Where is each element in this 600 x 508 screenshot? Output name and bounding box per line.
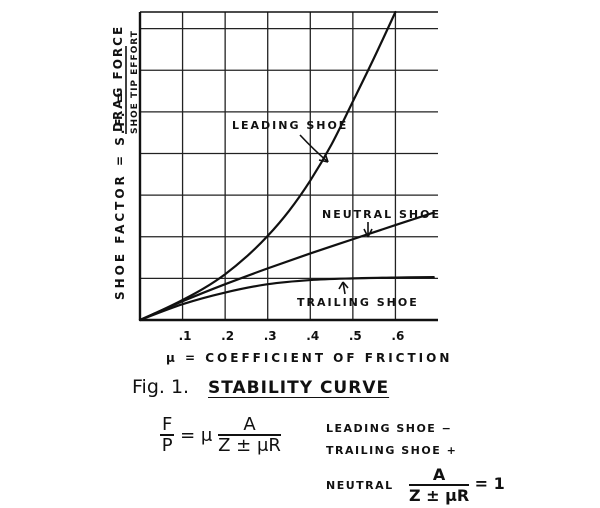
figure-title: STABILITY CURVE [208,378,390,398]
formula-rhs: A Z ± μR [218,416,281,456]
x-tick-label-3: .3 [264,329,277,343]
trailing-shoe-label: TRAILING SHOE [297,296,419,309]
x-tick-label-4: .4 [306,329,319,343]
y-axis-label-symbol: S.F. = [113,89,127,145]
neutral-numerator: A [409,466,470,486]
chart-grid [140,12,438,320]
stability-chart: .1 .2 .3 .4 .5 .6 LEADING SHOE NEUTRAL SHOE T… [111,10,452,365]
y-axis-label: SHOE FACTOR = S.F. = [113,89,127,300]
x-tick-label-5: .5 [349,329,362,343]
trailing-note: TRAILING SHOE + [326,444,458,457]
formula-rhs-numerator: A [218,416,281,436]
y-axis-fraction-bottom: SHOE TIP EFFORT [130,30,140,134]
figure-number: Fig. 1. [132,376,190,398]
formula-rhs-denominator: Z ± μR [218,435,281,456]
neutral-denominator: Z ± μR [409,486,470,505]
leading-shoe-label: LEADING SHOE [232,119,348,132]
leading-shoe-curve [138,10,397,322]
neutral-note-label: NEUTRAL [326,479,394,492]
stability-formula: F P = μ A Z ± μR [160,416,281,456]
shoe-notes: LEADING SHOE − TRAILING SHOE + NEUTRAL A… [326,418,505,506]
leading-shoe-arrow [299,134,329,163]
neutral-shoe-arrow [363,222,373,238]
neutral-equals: = 1 [474,474,505,493]
neutral-fraction: A Z ± μR [409,466,470,506]
x-tick-label-1: .1 [179,329,192,343]
y-axis-label-main: SHOE FACTOR = [113,146,127,300]
x-tick-labels: .1 .2 .3 .4 .5 .6 [179,329,405,343]
x-axis-label: μ = COEFFICIENT OF FRICTION [166,351,452,365]
formula-lhs-denominator: P [161,435,173,456]
y-axis-fraction-top: DRAG FORCE [111,25,125,132]
neutral-shoe-line [138,211,435,322]
neutral-note: NEUTRAL A Z ± μR = 1 [326,466,505,506]
x-tick-label-2: .2 [221,329,234,343]
chart-series [138,10,435,322]
leading-note: LEADING SHOE − [326,422,453,435]
formula-lhs-numerator: F [160,414,175,436]
trailing-shoe-arrow [338,281,349,295]
neutral-shoe-label: NEUTRAL SHOE [322,208,441,221]
chart-axes [138,11,438,322]
formula-mid: = μ [180,425,213,446]
formula-lhs: F P [160,414,175,456]
trailing-shoe-curve [138,276,435,322]
x-tick-label-6: .6 [391,329,404,343]
